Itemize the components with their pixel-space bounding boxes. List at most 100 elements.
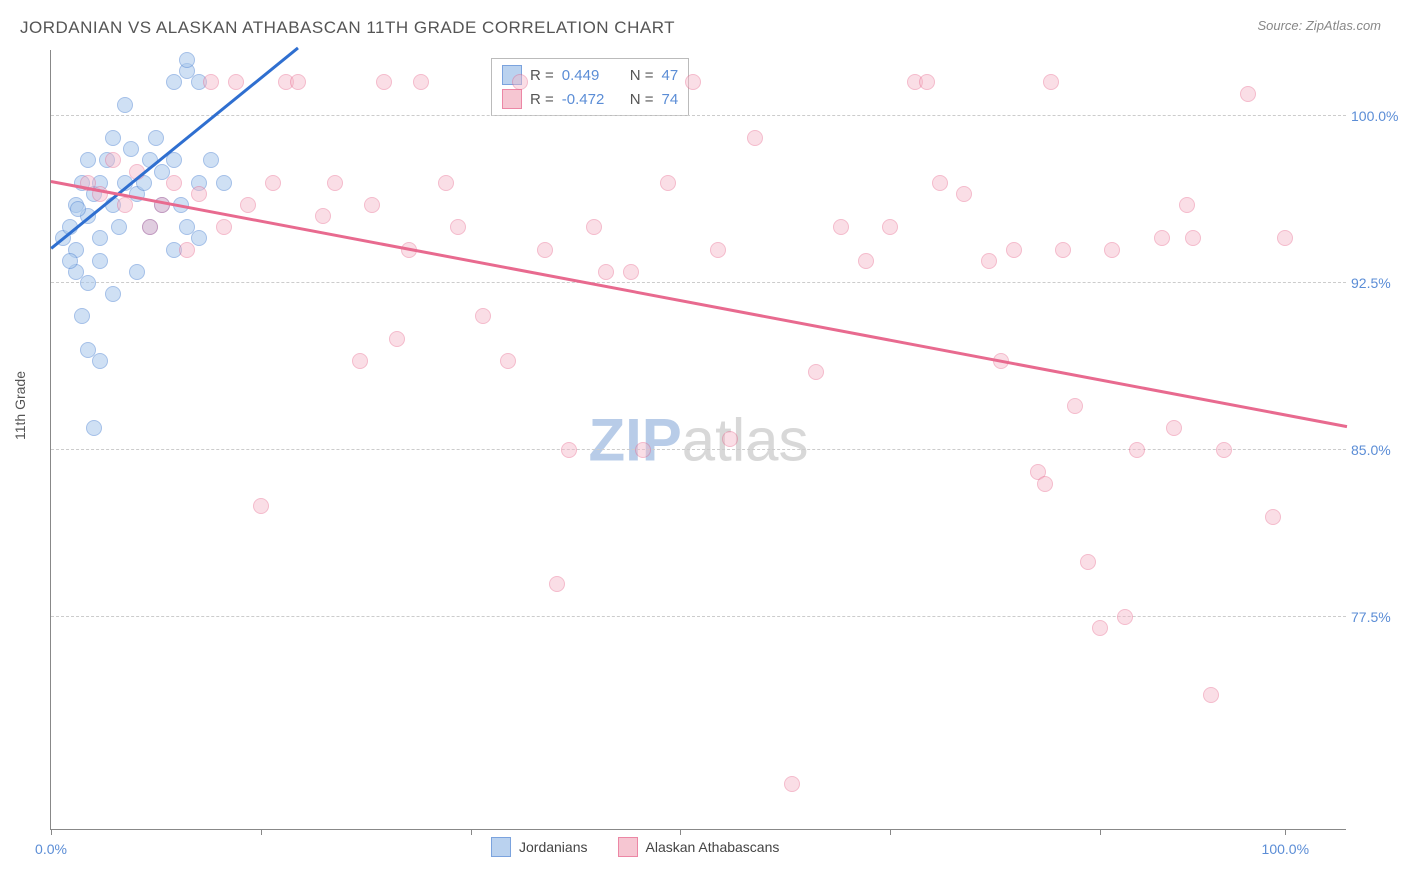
gridline xyxy=(51,616,1346,617)
data-point xyxy=(111,219,127,235)
legend-label: Alaskan Athabascans xyxy=(646,839,780,855)
data-point xyxy=(722,431,738,447)
data-point xyxy=(216,175,232,191)
data-point xyxy=(512,74,528,90)
n-label: N = xyxy=(630,67,654,84)
data-point xyxy=(635,442,651,458)
data-point xyxy=(1117,609,1133,625)
data-point xyxy=(327,175,343,191)
data-point xyxy=(203,74,219,90)
data-point xyxy=(352,353,368,369)
y-tick-label: 85.0% xyxy=(1351,442,1406,458)
watermark: ZIPatlas xyxy=(588,405,808,474)
data-point xyxy=(265,175,281,191)
data-point xyxy=(290,74,306,90)
data-point xyxy=(685,74,701,90)
legend-swatch xyxy=(502,89,522,109)
y-tick-label: 100.0% xyxy=(1351,108,1406,124)
data-point xyxy=(376,74,392,90)
x-tick xyxy=(680,829,681,835)
data-point xyxy=(1265,509,1281,525)
data-point xyxy=(92,230,108,246)
data-point xyxy=(1006,242,1022,258)
data-point xyxy=(858,253,874,269)
data-point xyxy=(179,242,195,258)
chart-container: JORDANIAN VS ALASKAN ATHABASCAN 11TH GRA… xyxy=(0,0,1406,892)
data-point xyxy=(623,264,639,280)
data-point xyxy=(1240,86,1256,102)
data-point xyxy=(1129,442,1145,458)
r-label: R = xyxy=(530,67,554,84)
data-point xyxy=(62,253,78,269)
data-point xyxy=(1067,398,1083,414)
data-point xyxy=(80,275,96,291)
data-point xyxy=(450,219,466,235)
series-legend: Jordanians Alaskan Athabascans xyxy=(491,837,779,857)
data-point xyxy=(956,186,972,202)
data-point xyxy=(191,186,207,202)
r-value: -0.472 xyxy=(562,91,622,108)
data-point xyxy=(148,130,164,146)
data-point xyxy=(1092,620,1108,636)
watermark-zip: ZIP xyxy=(588,406,681,473)
x-tick xyxy=(471,829,472,835)
data-point xyxy=(1166,420,1182,436)
data-point xyxy=(660,175,676,191)
data-point xyxy=(1277,230,1293,246)
data-point xyxy=(216,219,232,235)
gridline xyxy=(51,282,1346,283)
watermark-atlas: atlas xyxy=(682,406,809,473)
data-point xyxy=(142,219,158,235)
data-point xyxy=(710,242,726,258)
data-point xyxy=(105,152,121,168)
r-label: R = xyxy=(530,91,554,108)
data-point xyxy=(80,342,96,358)
data-point xyxy=(253,498,269,514)
data-point xyxy=(315,208,331,224)
x-tick xyxy=(890,829,891,835)
data-point xyxy=(80,152,96,168)
data-point xyxy=(129,264,145,280)
data-point xyxy=(228,74,244,90)
data-point xyxy=(1216,442,1232,458)
x-tick xyxy=(1100,829,1101,835)
data-point xyxy=(92,253,108,269)
plot-area: ZIPatlas R =0.449N =47R =-0.472N =74 Jor… xyxy=(50,50,1346,830)
data-point xyxy=(932,175,948,191)
legend-label: Jordanians xyxy=(519,839,588,855)
data-point xyxy=(1043,74,1059,90)
data-point xyxy=(537,242,553,258)
data-point xyxy=(586,219,602,235)
data-point xyxy=(86,420,102,436)
data-point xyxy=(833,219,849,235)
n-value: 47 xyxy=(662,67,679,84)
trend-line xyxy=(51,180,1347,428)
data-point xyxy=(981,253,997,269)
data-point xyxy=(808,364,824,380)
data-point xyxy=(191,230,207,246)
data-point xyxy=(1080,554,1096,570)
data-point xyxy=(438,175,454,191)
x-tick xyxy=(1285,829,1286,835)
data-point xyxy=(166,152,182,168)
data-point xyxy=(598,264,614,280)
gridline xyxy=(51,449,1346,450)
data-point xyxy=(389,331,405,347)
data-point xyxy=(1104,242,1120,258)
data-point xyxy=(475,308,491,324)
legend-swatch xyxy=(491,837,511,857)
data-point xyxy=(123,141,139,157)
data-point xyxy=(413,74,429,90)
x-tick-label: 0.0% xyxy=(35,841,67,857)
data-point xyxy=(92,353,108,369)
data-point xyxy=(919,74,935,90)
data-point xyxy=(1055,242,1071,258)
data-point xyxy=(105,130,121,146)
n-value: 74 xyxy=(662,91,679,108)
data-point xyxy=(166,175,182,191)
data-point xyxy=(240,197,256,213)
legend-row: R =-0.472N =74 xyxy=(502,87,678,111)
chart-title: JORDANIAN VS ALASKAN ATHABASCAN 11TH GRA… xyxy=(20,18,675,38)
y-tick-label: 77.5% xyxy=(1351,609,1406,625)
y-tick-label: 92.5% xyxy=(1351,275,1406,291)
